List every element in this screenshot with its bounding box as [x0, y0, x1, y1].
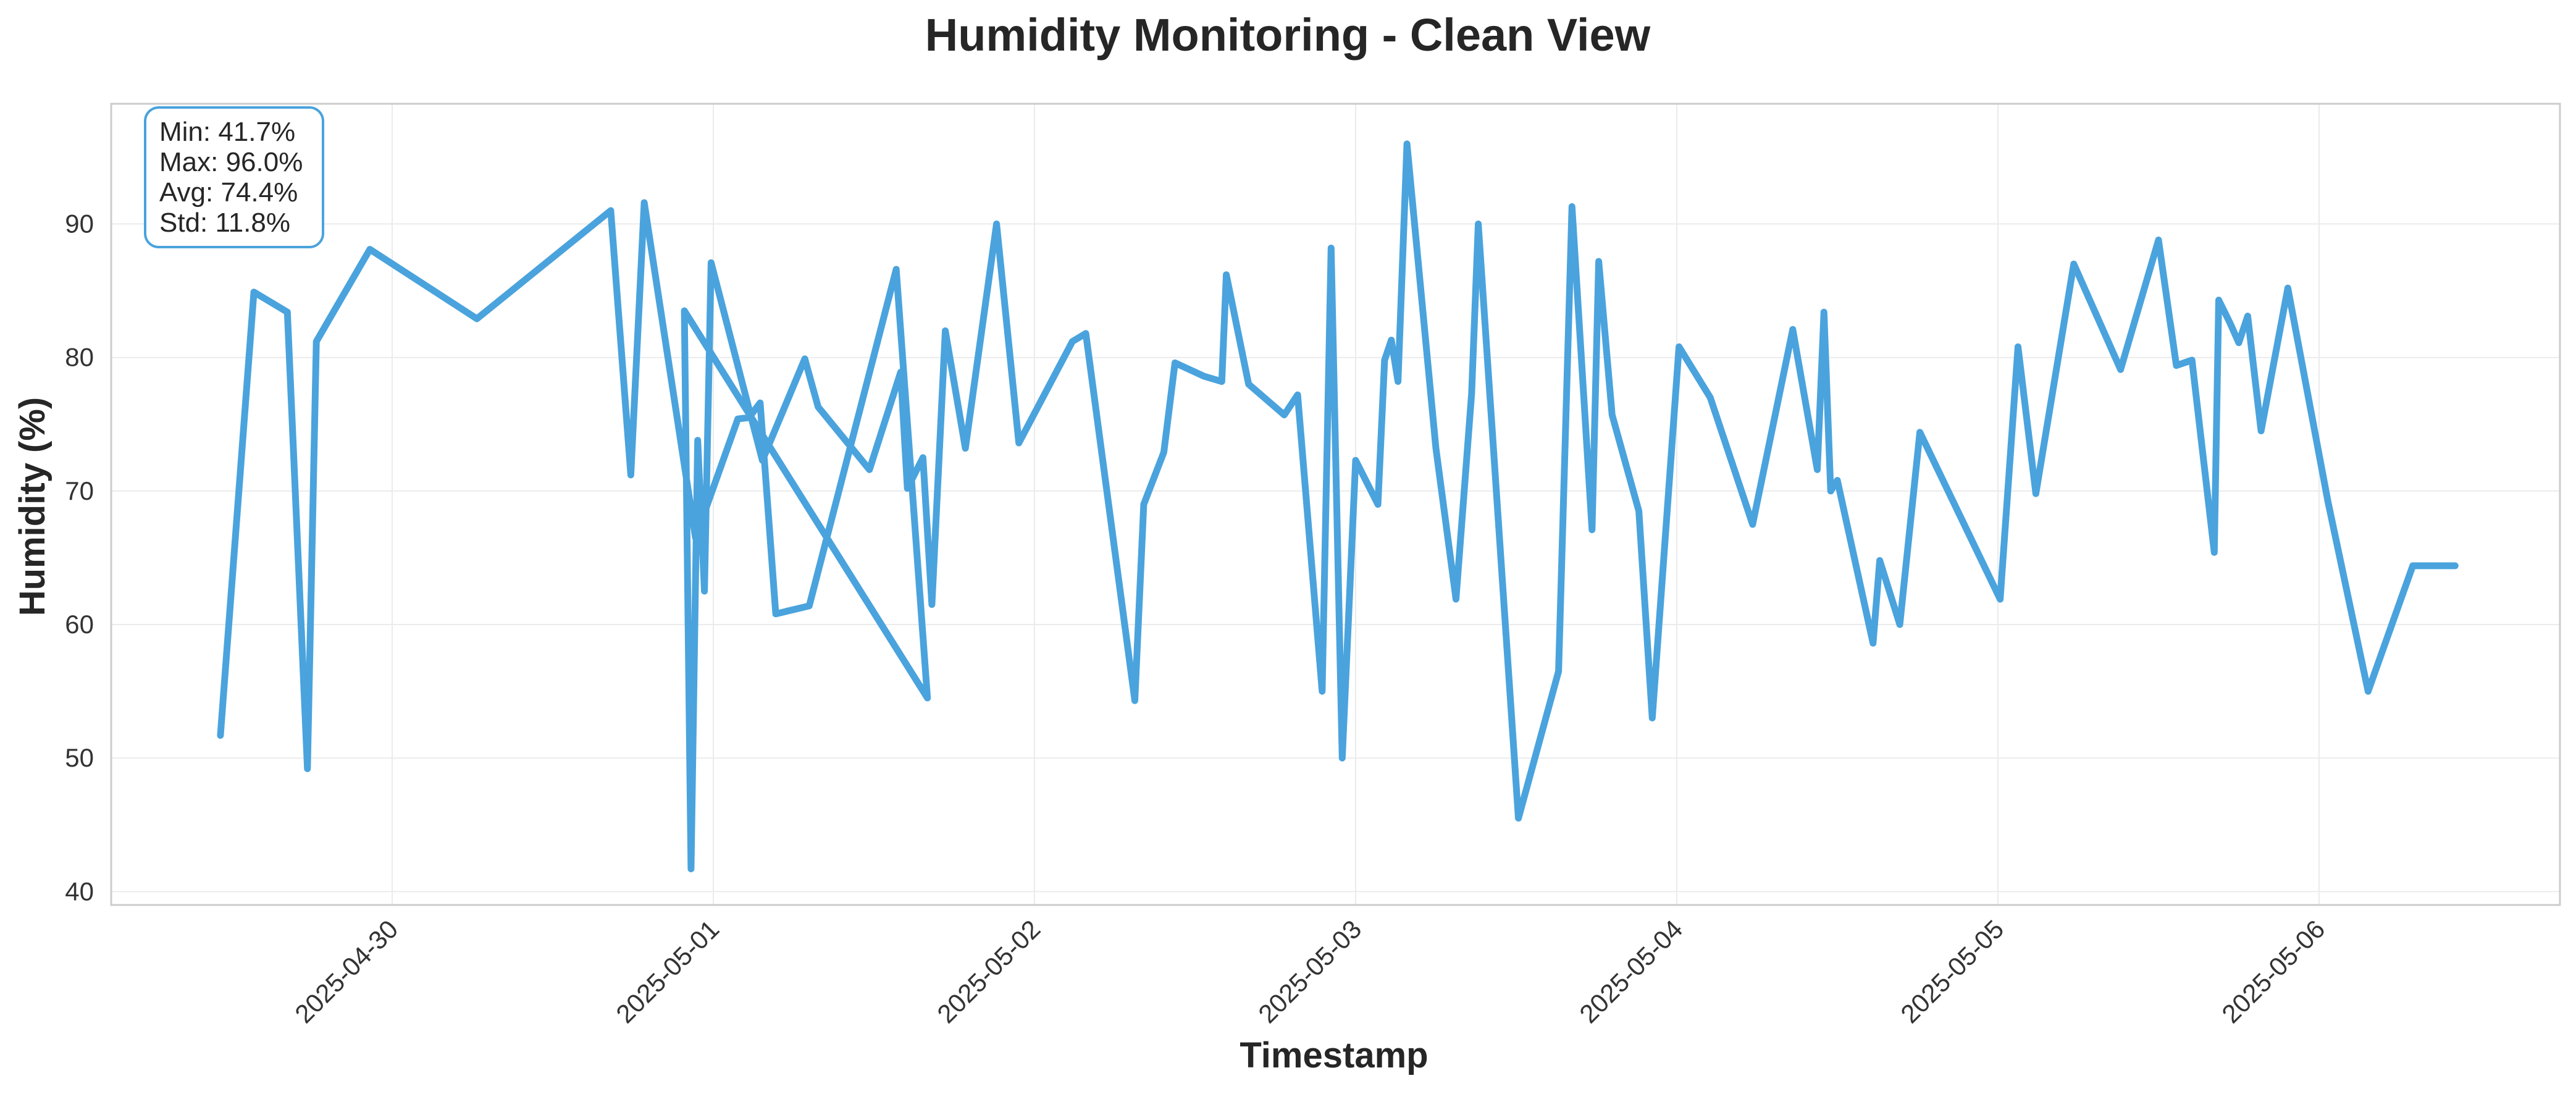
- y-tick-label: 70: [65, 476, 94, 505]
- plot-area-frame: [110, 103, 2561, 906]
- stats-line: Std: 11.8%: [159, 208, 290, 238]
- stats-line: Avg: 74.4%: [159, 177, 298, 208]
- y-tick-label: 80: [65, 343, 94, 372]
- chart-title: Humidity Monitoring - Clean View: [925, 9, 1651, 61]
- y-axis-label: Humidity (%): [12, 397, 52, 616]
- y-tick-label: 50: [65, 743, 94, 772]
- y-tick-label: 40: [65, 877, 94, 906]
- humidity-series-line: [217, 140, 2459, 873]
- y-tick-label: 60: [65, 610, 94, 639]
- x-axis-label: Timestamp: [1240, 1035, 1428, 1075]
- y-tick-label: 90: [65, 209, 94, 238]
- stats-line: Min: 41.7%: [159, 117, 295, 147]
- stats-box-frame: [144, 106, 324, 248]
- stats-line: Max: 96.0%: [159, 147, 303, 177]
- stats-box: Min: 41.7%Max: 96.0%Avg: 74.4%Std: 11.8%: [144, 106, 324, 248]
